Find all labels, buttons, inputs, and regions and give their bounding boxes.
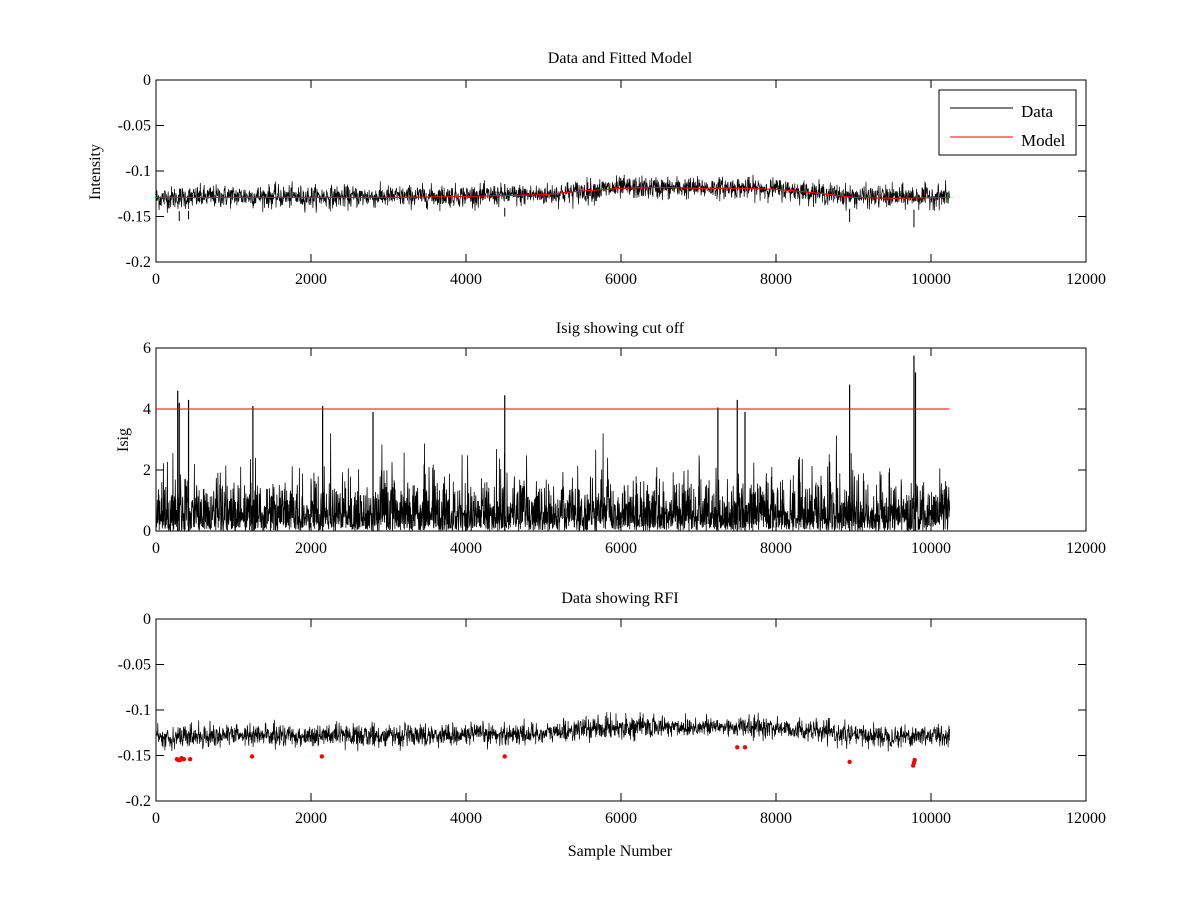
y-tick-label: -0.05 xyxy=(118,657,151,674)
y-tick-label: 6 xyxy=(143,340,151,357)
rfi-point xyxy=(742,745,748,750)
series-line-isig xyxy=(155,433,950,532)
plot-title: Data showing RFI xyxy=(561,590,678,607)
plot-area xyxy=(155,79,1087,263)
series-line-data xyxy=(155,174,950,213)
y-tick-label: 0 xyxy=(143,72,151,89)
x-tick-label: 2000 xyxy=(295,540,327,557)
x-tick-label: 6000 xyxy=(605,540,637,557)
series-line-model xyxy=(156,186,950,199)
x-axis-label: Sample Number xyxy=(568,843,673,860)
series-layer xyxy=(155,355,950,532)
x-tick-label: 4000 xyxy=(450,540,482,557)
series-layer xyxy=(155,712,950,768)
rfi-point xyxy=(249,754,255,759)
axis-ticks xyxy=(155,618,1087,802)
legend-box xyxy=(938,89,1077,156)
y-tick-label: 0 xyxy=(143,523,151,540)
rfi-point xyxy=(735,745,740,750)
rfi-point xyxy=(187,756,193,762)
x-tick-label: 2000 xyxy=(295,271,327,288)
x-tick-label: 8000 xyxy=(760,271,792,288)
panel-data-fitted-model: Data and Fitted Model Intensity -0.2 -0.1… xyxy=(87,50,1106,288)
y-tick-label: -0.1 xyxy=(126,163,151,180)
y-tick-label: -0.05 xyxy=(118,118,151,135)
y-tick-label: 0 xyxy=(143,611,151,628)
x-tick-label: 0 xyxy=(152,540,160,557)
x-tick-label: 10000 xyxy=(911,540,951,557)
x-tick-label: 8000 xyxy=(760,540,792,557)
x-tick-label: 0 xyxy=(152,271,160,288)
x-tick-label: 10000 xyxy=(911,810,951,827)
legend-label-data: Data xyxy=(1021,102,1054,121)
panel-isig-cutoff: Isig showing cut off Isig 0 2 4 6 0 2000 4000… xyxy=(115,320,1106,557)
y-axis-label: Intensity xyxy=(87,144,104,200)
rfi-point xyxy=(912,757,917,763)
y-tick-label: -0.15 xyxy=(118,748,151,765)
axis-ticks xyxy=(155,79,1087,263)
legend: Data Model xyxy=(938,89,1077,156)
axis-ticks xyxy=(155,347,1087,532)
x-tick-label: 8000 xyxy=(760,810,792,827)
x-tick-label: 4000 xyxy=(450,271,482,288)
series-layer xyxy=(155,174,950,228)
panel-data-rfi: Data showing RFI -0.2 -0.15 -0.1 -0.05 0 0 20… xyxy=(118,590,1106,860)
x-tick-label: 4000 xyxy=(450,810,482,827)
plot-title: Isig showing cut off xyxy=(556,320,685,337)
y-tick-label: -0.2 xyxy=(126,793,151,810)
series-line-data xyxy=(155,712,950,752)
x-tick-label: 0 xyxy=(152,810,160,827)
rfi-point xyxy=(181,756,187,762)
plot-area xyxy=(155,618,1087,802)
x-tick-label: 2000 xyxy=(295,810,327,827)
y-tick-label: -0.2 xyxy=(126,254,151,271)
y-axis-label: Isig xyxy=(115,428,132,452)
x-tick-label: 12000 xyxy=(1066,540,1106,557)
x-tick-label: 6000 xyxy=(605,271,637,288)
x-tick-label: 12000 xyxy=(1066,271,1106,288)
x-tick-label: 12000 xyxy=(1066,810,1106,827)
x-tick-label: 10000 xyxy=(911,271,951,288)
y-tick-label: 2 xyxy=(143,462,151,479)
y-tick-label: 4 xyxy=(143,401,151,418)
y-tick-label: -0.1 xyxy=(126,702,151,719)
x-tick-label: 6000 xyxy=(605,810,637,827)
rfi-point xyxy=(847,759,852,765)
y-tick-label: -0.15 xyxy=(118,209,151,226)
rfi-point xyxy=(502,754,507,759)
legend-label-model: Model xyxy=(1021,131,1066,150)
plot-title: Data and Fitted Model xyxy=(548,50,693,67)
rfi-point xyxy=(319,754,325,759)
